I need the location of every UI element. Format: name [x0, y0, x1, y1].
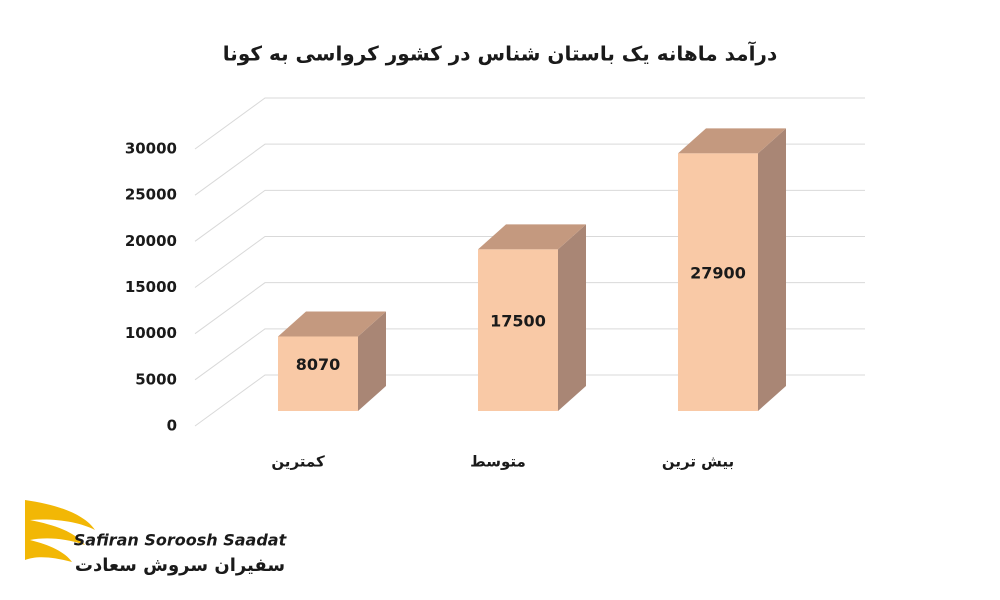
y-tick-label: 5000	[135, 370, 177, 388]
chart-title: درآمد ماهانه یک باستان شناس در کشور کروا…	[223, 41, 777, 66]
y-tick-label: 15000	[125, 278, 177, 296]
logo-persian: سفیران سروش سعادت	[75, 555, 285, 576]
logo-wing	[25, 500, 95, 562]
value-label: 27900	[690, 264, 746, 283]
y-tick-label: 30000	[125, 140, 177, 158]
y-tick-label: 25000	[125, 186, 177, 204]
logo-latin: Safiran Soroosh Saadat	[74, 531, 288, 550]
y-tick-label: 0	[167, 417, 177, 435]
bar	[478, 249, 558, 411]
y-tick-label: 20000	[125, 232, 177, 250]
grid-line	[194, 328, 865, 381]
x-tick-label: بیش ترین	[662, 453, 734, 471]
bar-side	[758, 128, 786, 411]
logo: Safiran Soroosh Saadat سفیران سروش سعادت	[25, 500, 288, 576]
value-label: 8070	[296, 355, 341, 374]
grid-line	[194, 374, 865, 427]
bar-top	[478, 224, 586, 250]
bar-top	[678, 128, 786, 154]
bar	[678, 153, 758, 411]
grid-line	[194, 143, 865, 196]
bar	[278, 336, 358, 411]
y-tick-label: 10000	[125, 324, 177, 342]
x-tick-label: کمترین	[271, 453, 325, 471]
bar-side	[358, 311, 386, 411]
grid-line	[194, 236, 865, 288]
bar-top	[278, 311, 386, 337]
bar-side	[558, 224, 586, 411]
grid-line	[194, 282, 865, 335]
value-label: 17500	[490, 312, 546, 331]
grid-line	[194, 189, 865, 242]
x-tick-label: متوسط	[470, 453, 526, 471]
grid-line	[194, 97, 865, 150]
